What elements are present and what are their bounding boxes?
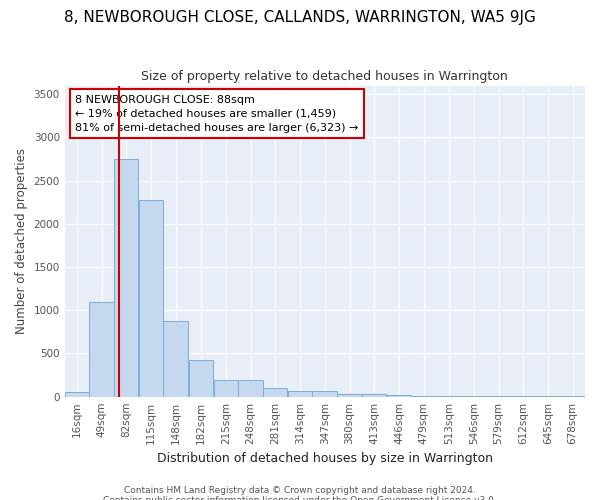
Bar	[163, 322, 188, 396]
Text: Contains HM Land Registry data © Crown copyright and database right 2024.: Contains HM Land Registry data © Crown c…	[124, 486, 476, 495]
Bar	[386, 395, 411, 396]
Bar	[362, 394, 386, 396]
Text: 8 NEWBOROUGH CLOSE: 88sqm
← 19% of detached houses are smaller (1,459)
81% of se: 8 NEWBOROUGH CLOSE: 88sqm ← 19% of detac…	[75, 95, 358, 133]
Bar	[65, 392, 89, 396]
Bar	[89, 302, 114, 396]
Bar	[189, 360, 213, 396]
Bar	[288, 391, 312, 396]
Bar	[139, 200, 163, 396]
Bar	[214, 380, 238, 396]
Bar	[313, 391, 337, 396]
Title: Size of property relative to detached houses in Warrington: Size of property relative to detached ho…	[142, 70, 508, 83]
Bar	[263, 388, 287, 396]
Y-axis label: Number of detached properties: Number of detached properties	[15, 148, 28, 334]
Bar	[337, 394, 362, 396]
Bar	[114, 159, 139, 396]
Text: 8, NEWBOROUGH CLOSE, CALLANDS, WARRINGTON, WA5 9JG: 8, NEWBOROUGH CLOSE, CALLANDS, WARRINGTO…	[64, 10, 536, 25]
X-axis label: Distribution of detached houses by size in Warrington: Distribution of detached houses by size …	[157, 452, 493, 465]
Text: Contains public sector information licensed under the Open Government Licence v3: Contains public sector information licen…	[103, 496, 497, 500]
Bar	[238, 380, 263, 396]
